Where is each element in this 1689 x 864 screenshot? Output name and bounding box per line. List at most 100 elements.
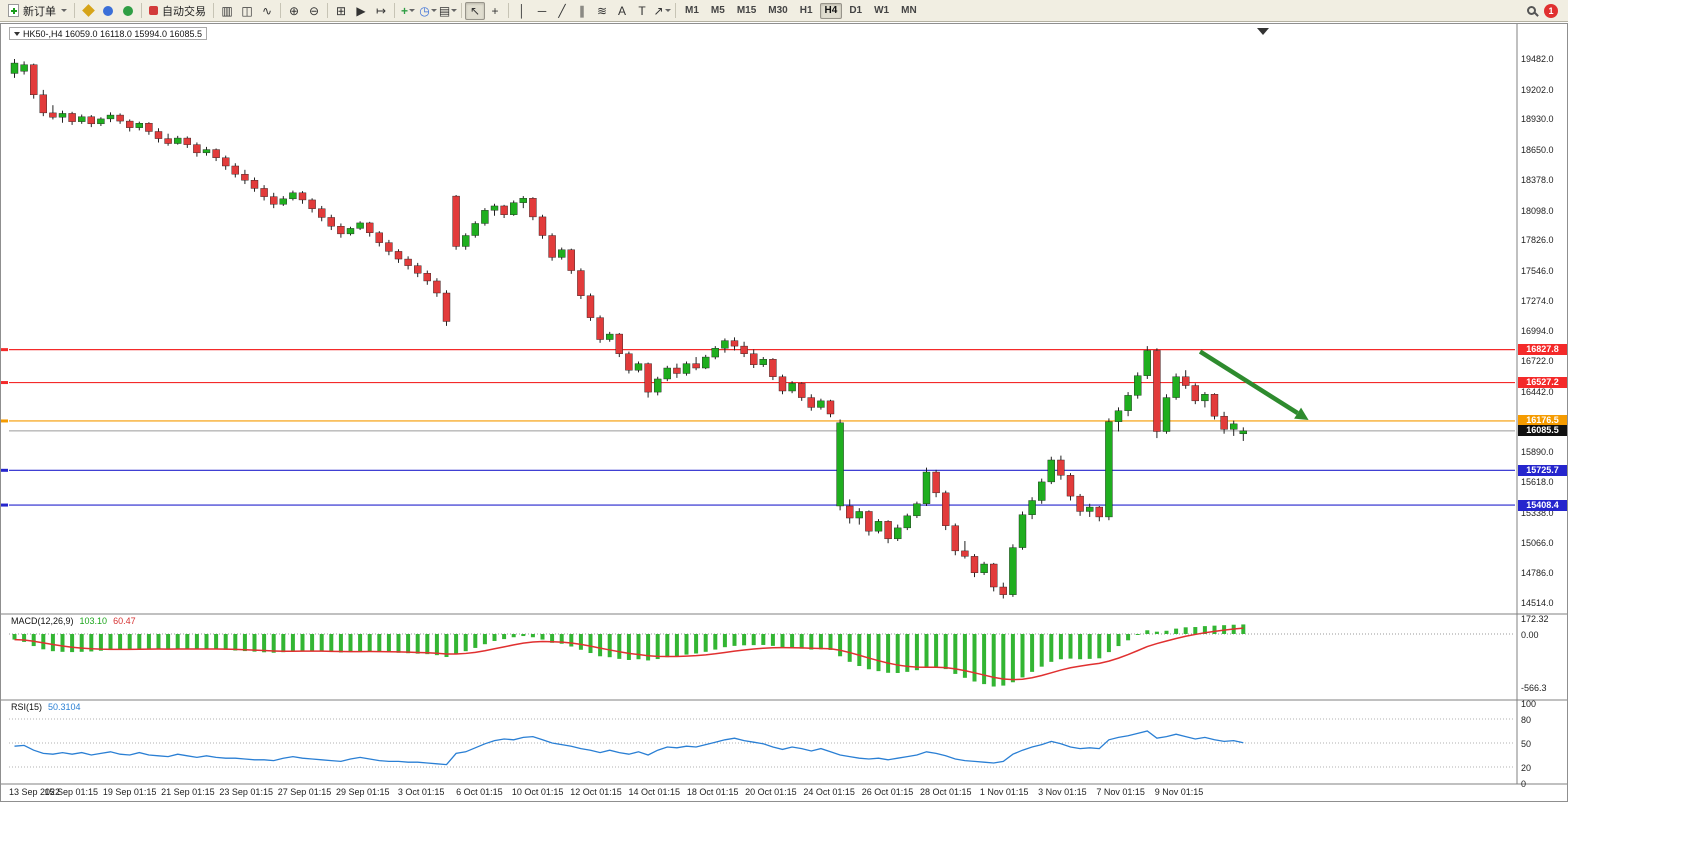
arrows-icon: ↗ (653, 3, 664, 18)
date-axis-label: 1 Nov 01:15 (979, 787, 1029, 797)
bar-chart-button[interactable]: ▥ (217, 2, 237, 20)
timeframe-D1[interactable]: D1 (849, 5, 863, 16)
bar-chart-icon: ▥ (221, 3, 233, 18)
fibonacci-tool-button[interactable]: ≋ (592, 2, 612, 20)
symbol-ohlc-text: HK50-,H4 16059.0 16118.0 15994.0 16085.5 (23, 28, 202, 39)
crosshair-icon: + (491, 3, 499, 18)
user-icon (103, 5, 113, 16)
templates-button[interactable]: ▤ (438, 2, 458, 20)
auto-trading-button[interactable]: 自动交易 (145, 2, 210, 20)
rsi-name: RSI(15) (11, 702, 43, 712)
auto-scroll-icon: ▶ (356, 3, 366, 18)
price-line-badge: 15725.7 (1518, 464, 1567, 476)
price-axis-label: 16442.0 (1521, 386, 1554, 397)
timeframe-group: M1 M5 M15 M30 H1 H4 D1 W1 MN (679, 2, 923, 19)
date-axis-label: 15 Sep 01:15 (44, 787, 99, 797)
zoom-in-icon: ⊕ (288, 3, 300, 18)
chart-shift-icon: ↦ (375, 3, 387, 18)
timeframe-M5[interactable]: M5 (710, 5, 725, 16)
timeframe-W1[interactable]: W1 (874, 5, 890, 16)
search-icon[interactable] (1527, 6, 1536, 15)
market-watch-button[interactable] (118, 2, 138, 20)
timeframe-H1[interactable]: H1 (799, 5, 813, 16)
macd-main-value: 103.10 (79, 616, 108, 626)
timeframe-M15[interactable]: M15 (736, 5, 757, 16)
price-axis-label: 18378.0 (1521, 174, 1554, 185)
zoom-out-button[interactable]: ⊖ (304, 2, 324, 20)
rsi-line (14, 730, 1244, 766)
date-axis-label: 21 Sep 01:15 (161, 787, 215, 797)
date-axis-label: 12 Oct 01:15 (570, 787, 622, 797)
hline-left-marker (1, 468, 8, 472)
price-axis-label: 16722.0 (1521, 356, 1554, 367)
chevron-down-icon (14, 31, 20, 36)
line-chart-button[interactable]: ∿ (257, 2, 277, 20)
price-axis-label: 15618.0 (1521, 477, 1554, 488)
notification-badge[interactable]: 1 (1544, 3, 1558, 18)
chart-shift-button[interactable]: ↦ (371, 2, 391, 20)
auto-trading-label: 自动交易 (162, 5, 206, 18)
indicators-button[interactable]: + (398, 2, 418, 20)
horizontal-line-icon: ─ (537, 3, 547, 18)
price-line-badge: 16176.5 (1518, 415, 1567, 427)
price-axis-label: 16994.0 (1521, 326, 1554, 337)
date-axis-label: 9 Nov 01:15 (1154, 787, 1204, 797)
chart-canvas (1, 24, 1567, 785)
profiles-button[interactable] (98, 2, 118, 20)
vertical-line-tool-button[interactable]: │ (512, 2, 532, 20)
price-axis-label: 15890.0 (1521, 447, 1554, 458)
price-axis-label: 15338.0 (1521, 507, 1554, 518)
hline-left-marker (1, 503, 8, 507)
trendline-tool-button[interactable]: ╱ (552, 2, 572, 20)
macd-name: MACD(12,26,9) (11, 616, 74, 626)
date-axis-label: 28 Oct 01:15 (920, 787, 972, 797)
toolbar-separator (394, 3, 395, 18)
timeframe-M1[interactable]: M1 (685, 5, 699, 16)
arrows-tool-button[interactable]: ↗ (652, 2, 672, 20)
price-line-badge: 16827.8 (1518, 344, 1567, 356)
trend-arrow-annotation[interactable] (1198, 349, 1309, 421)
crosshair-tool-button[interactable]: + (485, 2, 505, 20)
chart-shift-marker[interactable] (1257, 28, 1269, 35)
price-axis-label: 19202.0 (1521, 84, 1554, 95)
indicators-icon: + (400, 3, 408, 18)
new-order-icon (8, 4, 19, 17)
horizontal-lines[interactable] (1, 348, 1515, 507)
candlestick-icon: ◫ (241, 3, 253, 18)
new-order-button[interactable]: 新订单 (4, 2, 71, 20)
macd-histogram (12, 624, 1246, 687)
cursor-tool-button[interactable]: ↖ (465, 1, 485, 20)
date-axis-label: 19 Sep 01:15 (102, 787, 157, 797)
timeframe-H4[interactable]: H4 (819, 2, 843, 19)
price-line-badge: 15408.4 (1518, 499, 1567, 511)
channel-tool-button[interactable]: ∥ (572, 2, 592, 20)
text-tool-button[interactable]: A (612, 2, 632, 20)
toolbar-separator (461, 3, 462, 18)
tile-windows-icon: ⊞ (335, 3, 347, 18)
date-axis-label: 20 Oct 01:15 (745, 787, 797, 797)
rsi-axis-label: 100 (1521, 699, 1537, 709)
date-axis-label: 27 Sep 01:15 (277, 787, 332, 797)
channel-icon: ∥ (579, 3, 585, 18)
timeframe-MN[interactable]: MN (901, 5, 917, 16)
new-chart-button[interactable] (78, 2, 98, 20)
macd-axis-label: -566.3 (1521, 682, 1547, 693)
price-axis-label: 14786.0 (1521, 568, 1554, 579)
macd-signal-line (14, 627, 1244, 681)
text-label-tool-button[interactable]: T (632, 2, 652, 20)
timeframe-M30[interactable]: M30 (768, 5, 788, 16)
periods-button[interactable]: ◷ (418, 2, 438, 20)
zoom-in-button[interactable]: ⊕ (284, 2, 304, 20)
current-price-badge: 16085.5 (1518, 425, 1567, 437)
toolbar-separator (675, 3, 676, 18)
periods-clock-icon: ◷ (419, 3, 430, 18)
dropdown-caret-icon (430, 9, 437, 12)
rsi-value: 50.3104 (48, 702, 81, 712)
macd-indicator-label: MACD(12,26,9) 103.10 60.47 (11, 616, 136, 626)
rsi-axis-label: 80 (1521, 715, 1532, 725)
auto-scroll-button[interactable]: ▶ (351, 2, 371, 20)
zoom-out-icon: ⊖ (308, 3, 320, 18)
horizontal-line-tool-button[interactable]: ─ (532, 2, 552, 20)
candlestick-button[interactable]: ◫ (237, 2, 257, 20)
tile-windows-button[interactable]: ⊞ (331, 2, 351, 20)
